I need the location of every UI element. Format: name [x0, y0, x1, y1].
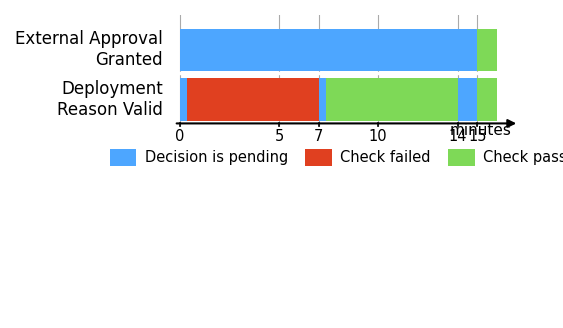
Text: 14: 14	[448, 129, 467, 144]
Legend: Decision is pending, Check failed, Check passed: Decision is pending, Check failed, Check…	[102, 142, 563, 173]
Bar	[319, 78, 325, 121]
Text: 15: 15	[468, 129, 486, 144]
Bar	[180, 29, 477, 71]
Text: minutes: minutes	[449, 123, 511, 138]
Text: 10: 10	[369, 129, 387, 144]
Text: 7: 7	[314, 129, 323, 144]
Text: 5: 5	[274, 129, 284, 144]
Bar	[477, 78, 497, 121]
Bar	[187, 78, 319, 121]
Bar	[325, 78, 458, 121]
Text: 0: 0	[175, 129, 185, 144]
Bar	[477, 29, 497, 71]
Bar	[180, 78, 187, 121]
Bar	[458, 78, 477, 121]
